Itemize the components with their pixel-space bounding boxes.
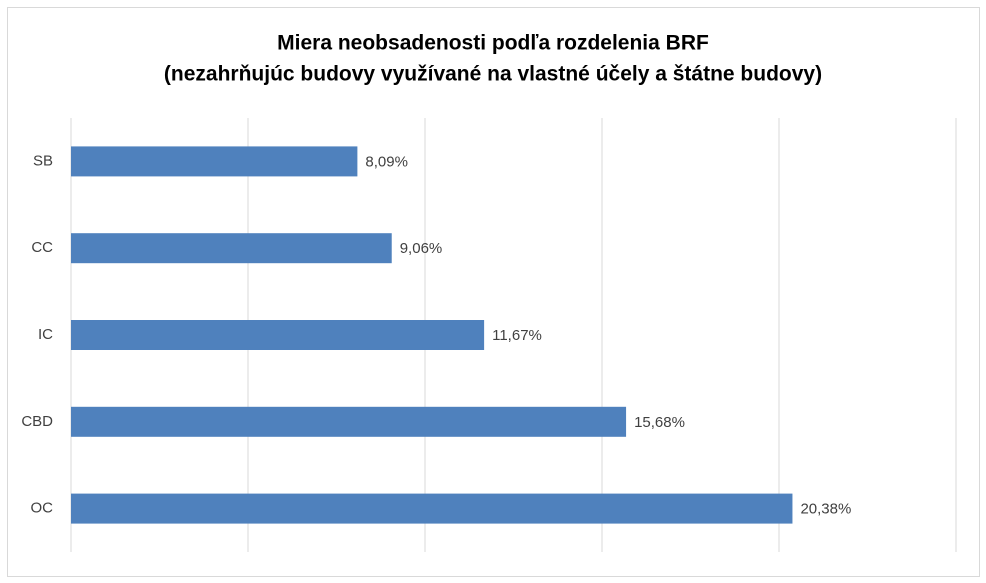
value-label: 11,67% [492,327,542,344]
y-tick-label: OC [31,500,54,517]
bar [71,146,358,177]
bar [71,320,485,350]
chart-subtitle: (nezahrňujúc budovy využívané na vlastné… [164,63,822,86]
chart-border [7,7,980,577]
bar [71,406,627,437]
y-tick-label: SB [33,152,53,169]
y-tick-label: CBD [21,413,53,430]
value-label: 9,06% [400,240,443,257]
bar [71,493,793,524]
value-label: 15,68% [634,414,685,431]
value-label: 8,09% [365,153,408,170]
value-label: 20,38% [800,501,851,518]
bar [71,233,392,264]
chart-title: Miera neobsadenosti podľa rozdelenia BRF [277,32,709,55]
y-tick-label: CC [31,239,53,256]
y-tick-label: IC [38,326,53,343]
